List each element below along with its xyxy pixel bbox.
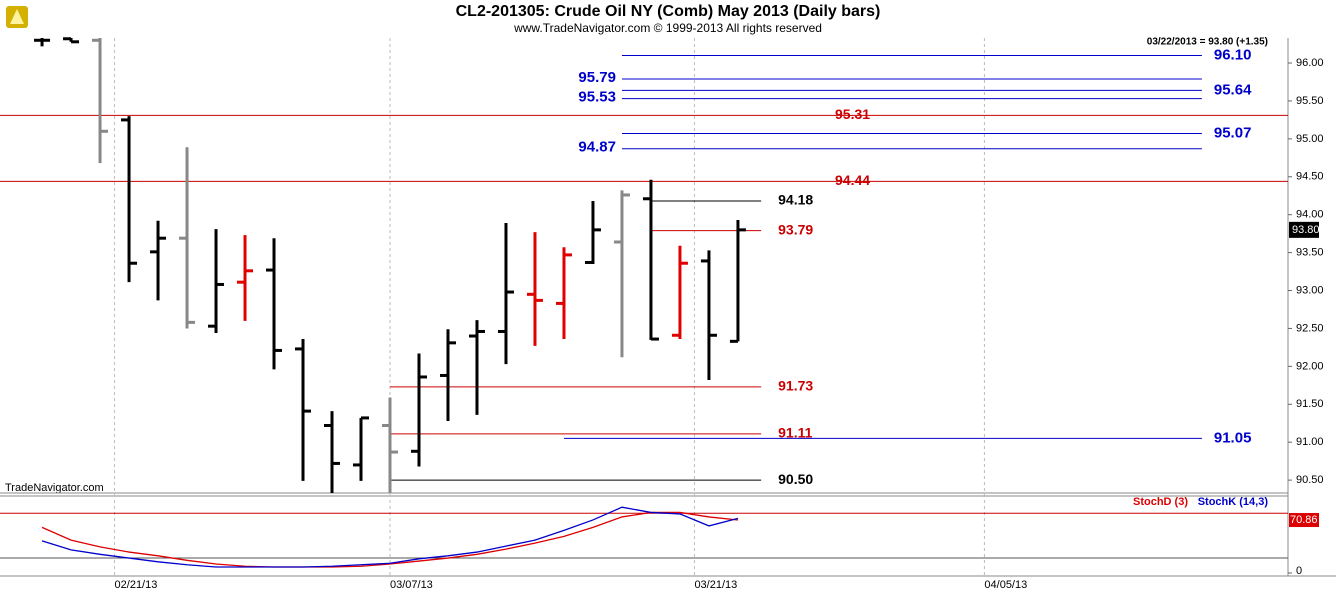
series-line: [41, 506, 739, 568]
last-value-label: 70.86: [1290, 514, 1318, 526]
level-label: 95.79: [578, 69, 616, 86]
level-label: 91.05: [1214, 429, 1252, 446]
x-tick-label: 03/21/13: [694, 579, 737, 591]
level-label: 94.44: [835, 172, 870, 188]
last-price-label: 93.80: [1292, 224, 1320, 236]
y-tick-label: 91.50: [1296, 398, 1324, 410]
y-tick-label: 91.00: [1296, 436, 1324, 448]
y-tick-label: 93.00: [1296, 284, 1324, 296]
level-label: 95.64: [1214, 81, 1252, 98]
y-tick-label: 94.00: [1296, 209, 1324, 221]
y-tick-label: 95.00: [1296, 133, 1324, 145]
level-label: 90.50: [778, 471, 813, 487]
y-tick-label: 90.50: [1296, 474, 1324, 486]
x-tick-label: 03/07/13: [390, 579, 433, 591]
x-tick-label: 04/05/13: [984, 579, 1027, 591]
series-line: [41, 511, 739, 568]
level-label: 94.18: [778, 192, 813, 208]
legend-entry: StochK (14,3): [1198, 496, 1269, 508]
level-label: 96.10: [1214, 46, 1252, 63]
level-label: 94.87: [578, 139, 616, 156]
chart-subtitle: www.TradeNavigator.com © 1999-2013 All r…: [513, 21, 822, 35]
logo: [6, 6, 28, 28]
level-label: 91.73: [778, 378, 813, 394]
level-label: 93.79: [778, 221, 813, 237]
x-tick-label: 02/21/13: [115, 579, 158, 591]
y-tick-label: 93.50: [1296, 247, 1324, 259]
last-price-box: [1289, 221, 1319, 238]
level-label: 95.53: [578, 89, 616, 106]
y-tick-label: 96.00: [1296, 57, 1324, 69]
y-tick-label: 95.50: [1296, 95, 1324, 107]
y-tick-label: 92.00: [1296, 360, 1324, 372]
y-tick-label: 94.50: [1296, 171, 1324, 183]
legend-entry: StochD (3): [1133, 496, 1188, 508]
level-label: 91.11: [778, 425, 812, 441]
y-tick-label: 0: [1296, 565, 1302, 577]
header-note: 03/22/2013 = 93.80 (+1.35): [1147, 37, 1268, 48]
watermark: TradeNavigator.com: [5, 482, 104, 494]
chart-title: CL2-201305: Crude Oil NY (Comb) May 2013…: [456, 3, 881, 20]
y-tick-label: 92.50: [1296, 322, 1324, 334]
level-label: 95.07: [1214, 125, 1252, 142]
last-value-box: [1289, 513, 1319, 528]
level-label: 95.31: [835, 106, 870, 122]
